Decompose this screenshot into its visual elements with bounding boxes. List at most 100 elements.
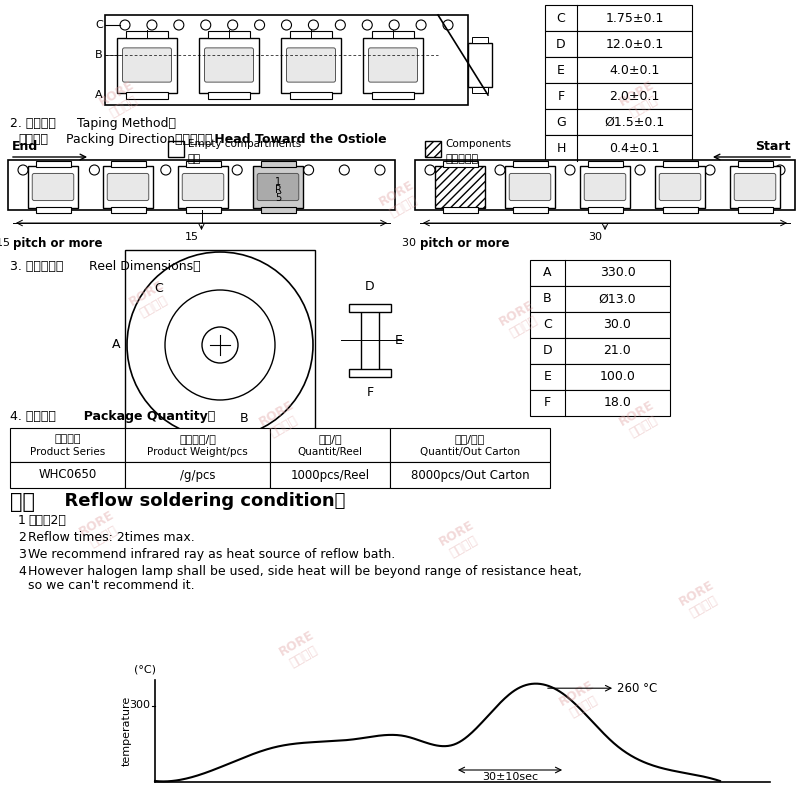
Circle shape xyxy=(425,165,435,175)
Text: D: D xyxy=(556,38,566,50)
Text: We recommend infrared ray as heat source of reflow bath.: We recommend infrared ray as heat source… xyxy=(28,548,395,561)
Text: 5: 5 xyxy=(275,193,281,203)
Text: C: C xyxy=(543,318,552,331)
Bar xyxy=(10,462,125,488)
Bar xyxy=(363,38,423,93)
Bar xyxy=(545,57,692,83)
Bar xyxy=(290,30,332,38)
Bar xyxy=(472,37,488,43)
Bar xyxy=(587,161,622,166)
Bar xyxy=(290,91,332,99)
Bar xyxy=(662,161,698,166)
FancyBboxPatch shape xyxy=(258,174,298,201)
Text: Quantit/Reel: Quantit/Reel xyxy=(298,447,362,457)
Circle shape xyxy=(197,165,206,175)
Text: so we can't recommend it.: so we can't recommend it. xyxy=(28,579,194,592)
Text: Start: Start xyxy=(754,141,790,154)
Circle shape xyxy=(282,20,291,30)
Circle shape xyxy=(54,165,64,175)
Text: However halogen lamp shall be used, side heat will be beyond range of resistance: However halogen lamp shall be used, side… xyxy=(28,565,582,578)
Text: 4: 4 xyxy=(18,565,26,578)
Bar xyxy=(545,83,692,109)
Text: 30: 30 xyxy=(588,232,602,242)
Text: RORE
新成电子: RORE 新成电子 xyxy=(556,678,604,722)
Text: Head Toward the Ostiole: Head Toward the Ostiole xyxy=(210,133,386,146)
Text: E: E xyxy=(557,63,565,77)
FancyBboxPatch shape xyxy=(369,48,418,82)
Circle shape xyxy=(18,165,28,175)
Text: 3. 卷盘寸法图: 3. 卷盘寸法图 xyxy=(10,260,63,273)
Bar xyxy=(110,207,146,214)
Text: 4. 包装数量: 4. 包装数量 xyxy=(10,410,56,423)
Bar xyxy=(372,30,414,38)
Bar xyxy=(186,161,221,166)
Bar xyxy=(390,428,550,462)
Text: RORE
新成电子: RORE 新成电子 xyxy=(616,398,664,442)
FancyBboxPatch shape xyxy=(286,48,335,82)
Text: Packing Direction：字头朝孔: Packing Direction：字头朝孔 xyxy=(66,133,213,146)
Text: 30±10sec: 30±10sec xyxy=(482,772,538,782)
Bar xyxy=(270,462,390,488)
FancyBboxPatch shape xyxy=(205,48,254,82)
Bar xyxy=(186,207,221,214)
Circle shape xyxy=(309,20,318,30)
Text: 部品装着部: 部品装着部 xyxy=(445,154,478,164)
Bar xyxy=(472,87,488,93)
Circle shape xyxy=(443,20,453,30)
Bar xyxy=(545,31,692,57)
Bar xyxy=(168,141,184,157)
Text: 15: 15 xyxy=(185,232,198,242)
Circle shape xyxy=(416,20,426,30)
Text: G: G xyxy=(556,115,566,129)
Bar xyxy=(349,303,391,311)
Circle shape xyxy=(375,165,385,175)
Text: 产品重量/颗: 产品重量/颗 xyxy=(179,434,216,444)
Text: WHC0650: WHC0650 xyxy=(38,469,97,482)
Text: 15: 15 xyxy=(0,238,13,248)
Bar xyxy=(530,260,670,286)
Bar xyxy=(105,15,468,105)
Text: 1: 1 xyxy=(275,177,281,187)
Bar xyxy=(125,428,270,462)
Bar xyxy=(513,207,547,214)
Text: RORE
新成电子: RORE 新成电子 xyxy=(376,178,424,222)
Bar xyxy=(103,166,153,208)
Bar xyxy=(261,207,295,214)
Circle shape xyxy=(339,165,350,175)
Text: RORE
新成电子: RORE 新成电子 xyxy=(676,578,724,622)
Bar xyxy=(361,307,379,373)
Text: 条件: 条件 xyxy=(10,492,35,512)
FancyBboxPatch shape xyxy=(510,174,550,201)
Bar xyxy=(530,312,670,338)
Circle shape xyxy=(460,165,470,175)
Text: 0.4±0.1: 0.4±0.1 xyxy=(610,142,660,154)
Bar xyxy=(125,250,315,435)
Bar xyxy=(545,135,692,161)
Text: B: B xyxy=(543,293,552,306)
Text: C: C xyxy=(557,11,566,25)
Text: (°C): (°C) xyxy=(134,665,156,675)
FancyBboxPatch shape xyxy=(659,174,701,201)
Text: F: F xyxy=(544,397,551,410)
Text: Package Quantity：: Package Quantity： xyxy=(75,410,215,423)
Bar xyxy=(208,91,250,99)
Bar xyxy=(35,207,70,214)
Bar xyxy=(442,161,478,166)
Text: D: D xyxy=(365,281,375,294)
Text: Product Weight/pcs: Product Weight/pcs xyxy=(147,447,248,457)
Bar xyxy=(10,428,125,462)
FancyBboxPatch shape xyxy=(122,48,171,82)
Text: 3: 3 xyxy=(18,548,26,561)
Bar xyxy=(415,160,795,210)
Text: 300: 300 xyxy=(129,701,150,710)
Text: 2: 2 xyxy=(18,531,26,544)
Text: 回数：2回: 回数：2回 xyxy=(28,514,66,527)
Text: E: E xyxy=(543,370,551,383)
Text: Components: Components xyxy=(445,139,511,149)
Circle shape xyxy=(125,165,135,175)
Bar xyxy=(372,91,414,99)
Text: 1.75±0.1: 1.75±0.1 xyxy=(606,11,664,25)
Bar xyxy=(110,161,146,166)
Bar xyxy=(738,207,773,214)
Text: RORE
新成电子: RORE 新成电子 xyxy=(96,78,144,122)
